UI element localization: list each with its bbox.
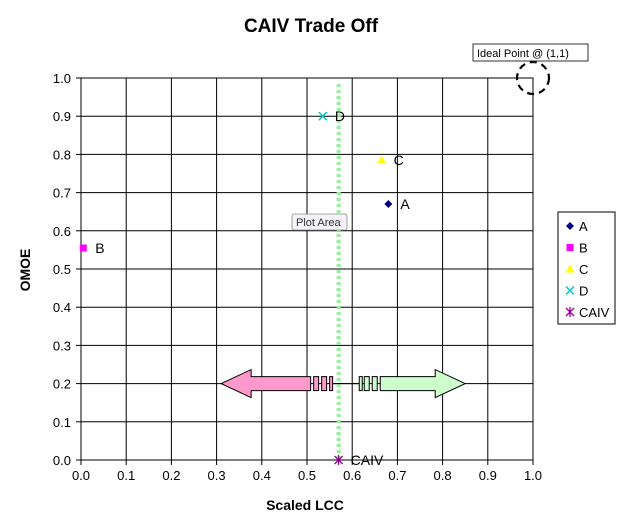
data-point-a <box>384 200 393 209</box>
left-arrow <box>219 368 312 399</box>
y-tick-label: 0.9 <box>53 109 71 124</box>
data-point-d <box>318 111 328 121</box>
legend-marker-caiv <box>565 307 575 317</box>
x-tick-label: 0.8 <box>434 468 452 483</box>
x-tick-label: 0.2 <box>162 468 180 483</box>
x-tick-label: 0.9 <box>479 468 497 483</box>
ideal-point-callout-text: Ideal Point @ (1,1) <box>477 48 569 60</box>
y-tick-label: 0.8 <box>53 147 71 162</box>
y-tick-label: 1.0 <box>53 71 71 86</box>
data-label-b: B <box>95 240 104 256</box>
plot-border <box>80 77 534 461</box>
right-arrow-segment <box>371 376 378 392</box>
right-arrow-segment <box>363 376 370 392</box>
legend-marker-c <box>565 264 575 273</box>
x-tick-label: 0.5 <box>298 468 316 483</box>
y-axis-title: OMOE <box>17 249 33 292</box>
x-tick-label: 0.7 <box>388 468 406 483</box>
y-tick-label: 0.1 <box>53 415 71 430</box>
data-point-c <box>377 155 387 164</box>
left-arrow-segment <box>313 376 320 392</box>
ideal-point-circle <box>515 60 551 96</box>
overlays <box>219 84 467 460</box>
y-tick-label: 0.2 <box>53 377 71 392</box>
y-tick-label: 0.4 <box>53 300 71 315</box>
legend-marker-a <box>566 222 574 230</box>
ideal-point-callout: Ideal Point @ (1,1) <box>472 43 589 62</box>
x-tick-label: 1.0 <box>524 468 542 483</box>
grid <box>76 77 534 465</box>
legend-marker-b <box>566 244 574 251</box>
y-tick-label: 0.3 <box>53 338 71 353</box>
legend-label-b: B <box>579 241 588 256</box>
x-tick-label: 0.0 <box>72 468 90 483</box>
left-arrow-segment <box>321 376 328 392</box>
ideal-point-callout-box <box>472 43 589 62</box>
data-label-d: D <box>335 108 345 124</box>
x-tick-label: 0.4 <box>253 468 271 483</box>
legend-label-d: D <box>579 284 588 299</box>
data-label-c: C <box>394 152 404 168</box>
x-tick-label: 0.1 <box>117 468 135 483</box>
plot-area-tooltip: Plot Area <box>291 213 348 231</box>
x-axis-title: Scaled LCC <box>266 497 344 513</box>
legend-box <box>557 211 616 325</box>
data-label-caiv: CAIV <box>351 452 384 468</box>
y-tick-label: 0.7 <box>53 186 71 201</box>
data-point-caiv <box>334 455 344 465</box>
right-arrow-segment <box>358 376 363 392</box>
data-label-a: A <box>400 196 410 212</box>
x-tick-label: 0.3 <box>208 468 226 483</box>
legend-label-caiv: CAIV <box>579 305 610 320</box>
legend-marker-d <box>565 285 575 296</box>
chart-title: CAIV Trade Off <box>244 16 379 37</box>
legend-label-a: A <box>579 219 588 234</box>
plot-area-tooltip-box <box>291 213 348 231</box>
y-tick-label: 0.5 <box>53 262 71 277</box>
legend-label-c: C <box>579 262 588 277</box>
left-arrow-segment <box>329 376 334 392</box>
data-point-b <box>79 244 87 252</box>
tick-labels: 0.0 0.1 0.2 0.3 0.4 0.5 0.6 0.7 0.8 0.9 1.0 0.0 0.1 0… <box>53 71 542 483</box>
data-points: A B C D CAIV <box>79 108 410 468</box>
x-tick-label: 0.6 <box>343 468 361 483</box>
right-arrow <box>379 368 467 399</box>
y-tick-label: 0.6 <box>53 224 71 239</box>
plot-area-tooltip-text: Plot Area <box>296 217 342 229</box>
y-tick-label: 0.0 <box>53 453 71 468</box>
